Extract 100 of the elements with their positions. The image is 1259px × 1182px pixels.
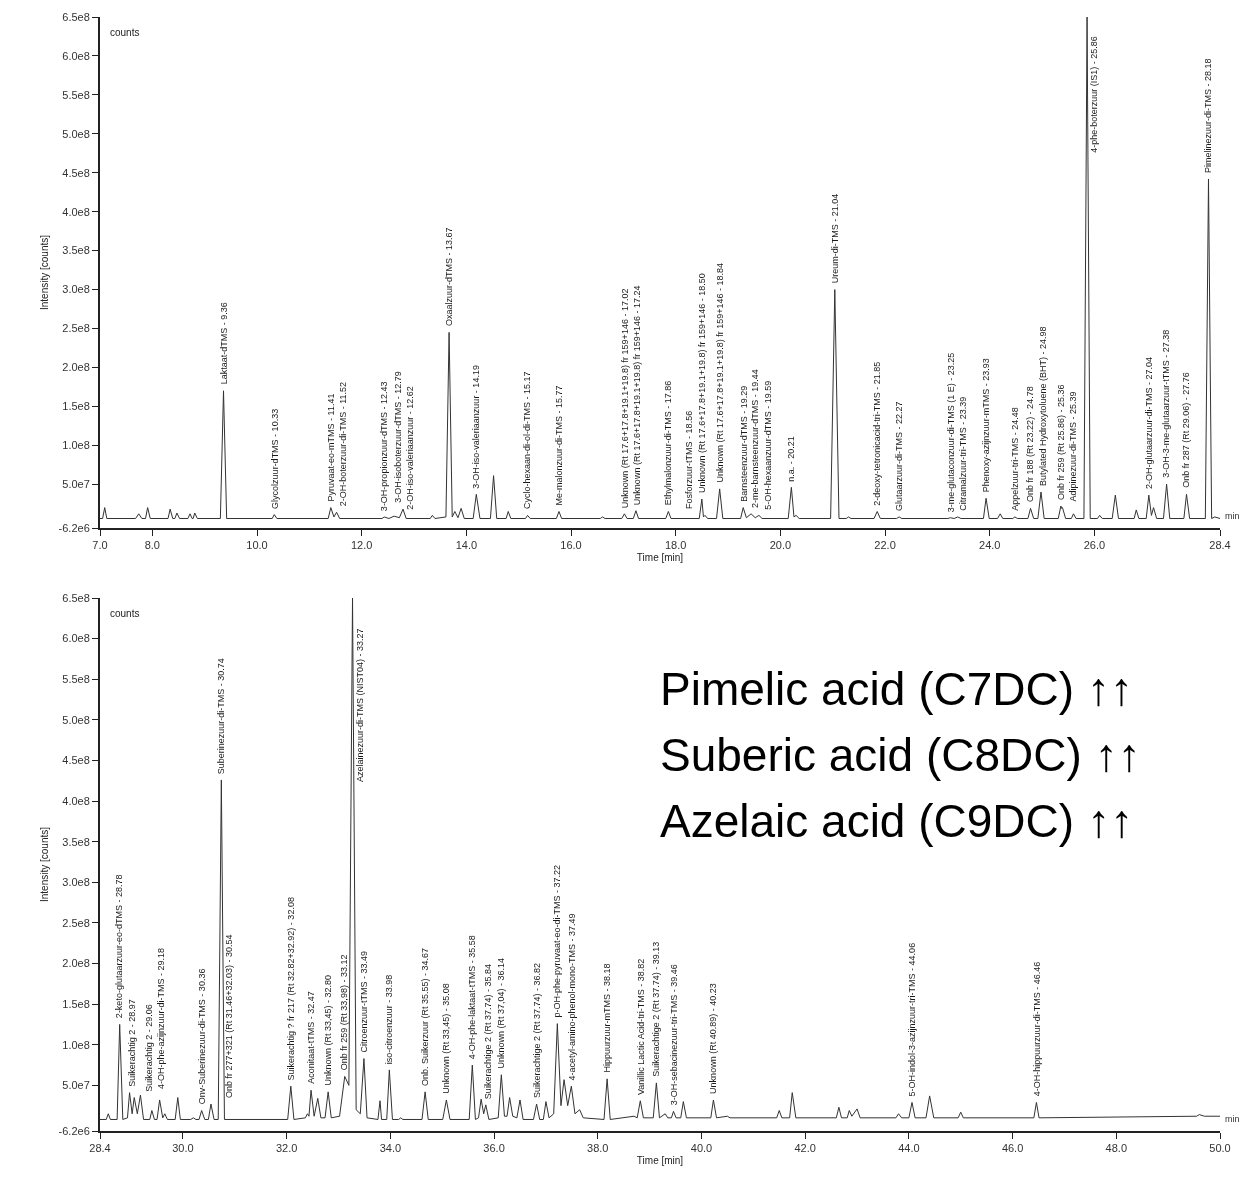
x-tick-label: 46.0 — [1001, 1141, 1024, 1154]
annotation: 4-OH-hippuurzuur-di-TMS - 46.46 — [1031, 961, 1042, 1097]
annotation: Suikerachtige 2 (Rt 37.74) - 35.84 — [483, 964, 494, 1100]
y-tick-label: 1.5e8 — [62, 400, 90, 413]
x-tick-label: 30.0 — [172, 1141, 194, 1154]
annotation: Citroenzuur-tTMS - 33.49 — [359, 950, 370, 1053]
annotation: Unknown (Rt 33,45) - 32.80 — [322, 974, 333, 1086]
annotation: n.a. - 20.21 — [786, 436, 797, 482]
annotation: counts — [110, 608, 140, 619]
annotation: 3-OH-isoboterzuur-dTMS - 12.79 — [393, 371, 404, 503]
x-tick-label: 38.0 — [587, 1141, 609, 1154]
y-tick-label: 6.5e8 — [62, 10, 90, 23]
x-tick-label: 34.0 — [379, 1141, 402, 1154]
y-tick-label: 6.0e8 — [62, 632, 90, 645]
annotation: Citramalzuur-tri-TMS - 23.39 — [957, 396, 968, 511]
annotation: 2-keto-glutaarzuur-eo-dTMS - 28.78 — [114, 874, 125, 1019]
annotation: Pimelic acid (C7DC) ↑↑ — [660, 663, 1133, 715]
annotation: Onb fr 259 (Rt 33,98) - 33.12 — [339, 954, 350, 1071]
text: min — [1225, 511, 1240, 521]
x-tick-label: 14.0 — [455, 538, 478, 551]
annotation: 5-OH-hexaanzuur-dTMS - 19.59 — [763, 380, 774, 510]
annotation: 3-OH-3-me-glutaarzuur-tTMS - 27.38 — [1161, 329, 1172, 478]
annotation: Onb fr 277+321 (Rt 31.46+32.03) - 30.54 — [223, 934, 234, 1098]
annotation: Suikerachtige 2 (Rt 37.74) - 39.13 — [650, 941, 661, 1077]
annotation: 3-OH-iso-valeriaanzuur - 14.19 — [470, 365, 481, 489]
annotation: Phenoxy-azijnzuur-mTMS - 23.93 — [980, 358, 991, 493]
y-tick-label: 5.5e8 — [62, 88, 90, 101]
annotation: Onb fr 188 (Rt 23.22) - 24.78 — [1025, 386, 1036, 502]
x-tick-label: 48.0 — [1105, 1141, 1128, 1154]
y-tick-label: -6.2e6 — [58, 1124, 90, 1137]
x-tick-label: 50.0 — [1209, 1141, 1231, 1154]
annotation: Unknown (Rt 17.6+17.8+19.1+19.8) fr 159+146 - 18.84 — [714, 262, 725, 483]
annotation: Onb fr 259 (Rt 25.86) - 25.36 — [1055, 384, 1066, 500]
x-tick-label: 32.0 — [275, 1141, 298, 1154]
annotation: iso-citroenzuur - 33.98 — [384, 974, 395, 1065]
annotation: Butylated Hydroxytoluene (BHT) - 24.98 — [1037, 326, 1048, 487]
x-tick-label: 20.0 — [769, 538, 792, 551]
annotation: Ureum-di-TMS - 21.04 — [830, 193, 841, 284]
y-tick-label: 1.5e8 — [62, 997, 90, 1010]
annotation: Glycolzuur-dTMS - 10.33 — [269, 408, 280, 509]
annotation: 4-OH-phe-azijnzuur-di-TMS - 29.18 — [155, 947, 166, 1090]
y-tick-label: 2.5e8 — [62, 916, 90, 929]
annotation: Barnsteenzuur-dTMS - 19.29 — [738, 385, 749, 502]
y-tick-label: 2.5e8 — [62, 322, 90, 335]
annotation: counts — [110, 27, 140, 38]
y-tick-label: 3.0e8 — [62, 283, 90, 296]
y-tick-label: 5.0e8 — [62, 713, 90, 726]
annotation: Aconitaat-tTMS - 32.47 — [306, 991, 317, 1084]
annotation: 2-me-barnsteenzuur-dTMS - 19.44 — [750, 369, 761, 508]
annotation: Azelainezuur-di-TMS (NIST04) - 33.27 — [354, 628, 365, 783]
x-tick-label: 24.0 — [979, 538, 1001, 551]
y-tick-label: -6.2e6 — [58, 521, 90, 534]
y-tick-label: 1.0e8 — [62, 1038, 90, 1051]
y-tick-label: 4.5e8 — [62, 754, 90, 767]
annotation: Azelaic acid (C9DC) ↑↑ — [660, 795, 1133, 847]
annotation: 2-OH-iso-valeriaanzuur - 12.62 — [405, 386, 416, 510]
annotation: Laktaat-dTMS - 9.36 — [218, 302, 229, 385]
y-tick-label: 5.0e8 — [62, 127, 90, 140]
x-tick-label: 36.0 — [483, 1141, 505, 1154]
x-tick-label: 28.4 — [89, 1141, 111, 1154]
y-tick-label: 6.5e8 — [62, 591, 90, 604]
annotation: 3-OH-propionzuur-dTMS - 12.43 — [379, 381, 390, 512]
line-series — [100, 598, 1220, 1120]
annotation: 2-OH-glutaarzuur-di-TMS - 27.04 — [1143, 356, 1154, 489]
annotation: Unknown (Rt 17.6+17.8+19.1+19.8) fr 159+146 - 17.02 — [619, 288, 630, 509]
annotation: 2-OH-boterzuur-di-TMS - 11.52 — [337, 381, 348, 507]
annotation: 4-phe-boterzuur (IS1) - 25.86 — [1089, 36, 1100, 153]
annotation: Fosforzuur-tTMS - 18.56 — [684, 410, 695, 509]
annotation: Onb. Suikerzuur (Rt 35.55) - 34.67 — [420, 947, 431, 1086]
annotation: Onb fr 287 (Rt 29.06) - 27.76 — [1181, 372, 1192, 488]
y-tick-label: 5.5e8 — [62, 673, 90, 686]
annotation: 5-OH-indol-3-azijnzuur-tri-TMS - 44.06 — [906, 942, 917, 1097]
annotation: Cyclo-hexaan-di-ol-di-TMS - 15.17 — [522, 371, 533, 509]
x-tick-label: 18.0 — [664, 538, 687, 551]
x-tick-label: 12.0 — [350, 538, 373, 551]
annotation: 4-acetyl-amino-phenol-mono-TMS - 37.49 — [567, 913, 578, 1081]
x-tick-label: 22.0 — [874, 538, 896, 551]
x-axis-title: Time [min] — [636, 551, 684, 563]
annotation: 4-OH-phe-laktaat-tTMS - 35.58 — [467, 935, 478, 1060]
y-tick-label: 4.5e8 — [62, 166, 90, 179]
y-axis-title: Intensity [counts] — [39, 826, 51, 903]
y-tick-label: 5.0e7 — [62, 478, 90, 491]
x-tick-label: 8.0 — [144, 538, 160, 551]
annotation: Adipinezuur-di-TMS - 25.39 — [1068, 391, 1079, 502]
x-tick-label: 7.0 — [92, 538, 108, 551]
x-tick-label: 10.0 — [246, 538, 268, 551]
annotation: Oxaalzuur-dTMS - 13.67 — [444, 227, 455, 326]
y-tick-label: 4.0e8 — [62, 205, 90, 218]
y-tick-label: 6.0e8 — [62, 49, 90, 62]
y-tick-label: 4.0e8 — [62, 794, 90, 807]
annotation: p-OH-phe-pyruvaat-eo-di-TMS - 37.22 — [552, 864, 563, 1018]
y-tick-label: 3.5e8 — [62, 244, 90, 257]
x-tick-label: 42.0 — [794, 1141, 816, 1154]
y-tick-label: 2.0e8 — [62, 361, 90, 374]
annotation: Me-malonzuur-di-TMS - 15.77 — [553, 385, 564, 506]
annotation: Unknown (Rt 17.6+17.8+19.1+19.8) fr 159+146 - 17.24 — [631, 285, 642, 506]
annotation: 2-deoxy-tetronicacid-tri-TMS - 21.85 — [871, 361, 882, 506]
y-tick-label: 1.0e8 — [62, 439, 90, 452]
annotation: Suikerachtig 2 - 28.97 — [127, 999, 138, 1087]
x-tick-label: 26.0 — [1083, 538, 1106, 551]
